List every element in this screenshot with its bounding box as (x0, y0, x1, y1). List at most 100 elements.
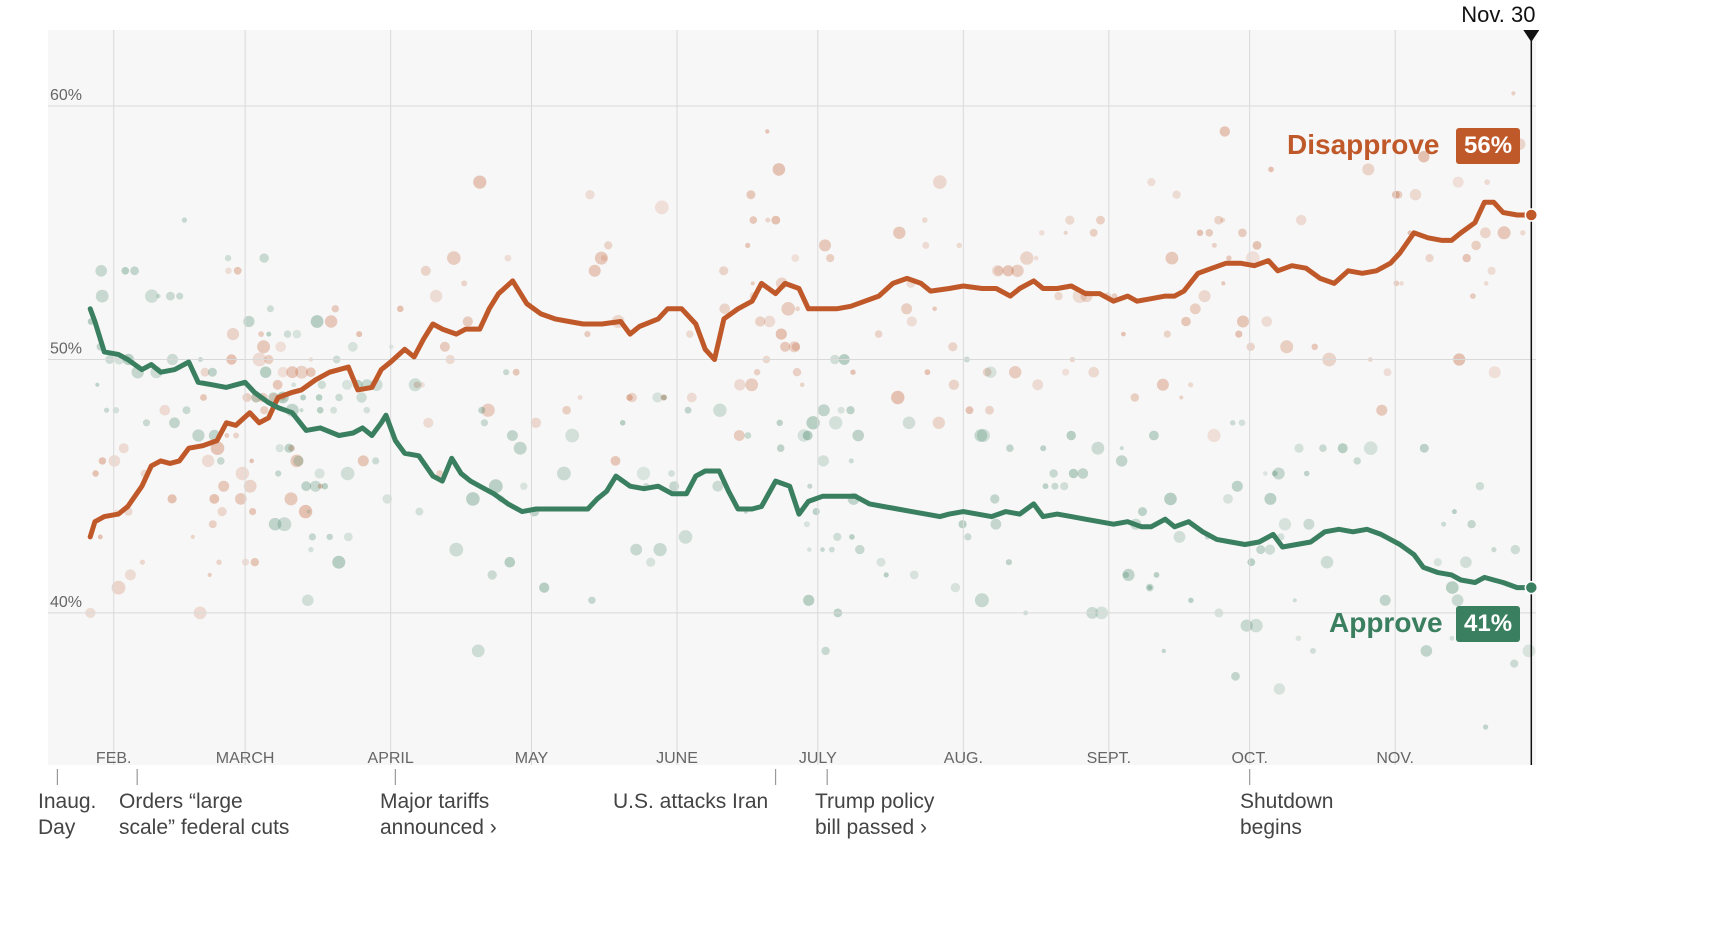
poll-dot (139, 559, 145, 565)
poll-dot (803, 521, 810, 528)
poll-dot (166, 291, 175, 301)
poll-dot (217, 457, 225, 465)
approve-line (87, 306, 1534, 591)
poll-dot (301, 481, 312, 492)
poll-dot (503, 369, 510, 376)
poll-dot (284, 443, 294, 453)
poll-dot (439, 341, 450, 352)
poll-dot (1462, 253, 1471, 263)
poll-dot (744, 432, 752, 439)
poll-dot (1111, 293, 1118, 299)
poll-dot (1353, 457, 1361, 465)
poll-dot (1147, 178, 1156, 187)
poll-dot (1165, 251, 1179, 265)
poll-dot (268, 517, 282, 531)
poll-dot (382, 494, 393, 504)
poll-dot (772, 163, 786, 176)
event-annotation: Trump policy bill passed › (815, 790, 935, 839)
poll-dot (308, 546, 314, 553)
poll-dot (488, 479, 503, 494)
month-label: JUNE (656, 750, 698, 767)
poll-dot (1237, 315, 1249, 328)
poll-dot (1252, 241, 1262, 250)
poll-dot (530, 417, 542, 428)
poll-dot (1487, 266, 1496, 275)
poll-dot (335, 393, 343, 402)
poll-dot (797, 429, 810, 442)
poll-dot (1062, 368, 1070, 376)
poll-dot (974, 429, 988, 442)
poll-dot (216, 559, 222, 565)
poll-dot (807, 547, 812, 552)
poll-dot (948, 379, 960, 390)
poll-dot (1145, 583, 1154, 592)
poll-dot (1091, 441, 1105, 455)
poll-dot (1522, 644, 1536, 658)
poll-dot (356, 331, 363, 338)
poll-dot (1042, 483, 1049, 490)
poll-dot (985, 405, 994, 415)
poll-dot (1363, 441, 1378, 456)
poll-dot (1230, 420, 1236, 426)
poll-dot (258, 331, 264, 337)
poll-dot (1006, 444, 1014, 453)
event-annotation: U.S. attacks Iran (613, 790, 769, 813)
poll-dot (461, 280, 468, 287)
poll-dot (275, 444, 284, 453)
poll-dot (1488, 366, 1501, 379)
poll-dot (324, 315, 338, 328)
disapprove-label: Disapprove (1287, 129, 1440, 160)
poll-dot (806, 416, 820, 430)
poll-dot (413, 381, 421, 389)
poll-dot (1451, 594, 1464, 607)
poll-dot (821, 646, 830, 656)
poll-dot (1491, 547, 1497, 553)
poll-dot (1294, 443, 1304, 453)
poll-dot (577, 395, 583, 400)
poll-dot (1451, 509, 1457, 515)
disapprove-end-dot (1524, 208, 1539, 222)
poll-dot (478, 406, 486, 414)
poll-dot (1005, 559, 1013, 566)
poll-dot (1147, 585, 1153, 590)
poll-dot (330, 406, 337, 414)
poll-dot (302, 594, 314, 607)
poll-dot (565, 428, 580, 443)
poll-dot (906, 316, 917, 327)
poll-dot (1337, 443, 1348, 454)
poll-dot (408, 378, 422, 392)
poll-dot (745, 242, 751, 248)
poll-dot (765, 129, 770, 134)
poll-dot (340, 466, 355, 481)
poll-dot (121, 267, 130, 275)
poll-dot (343, 532, 353, 542)
poll-dots (85, 91, 1536, 730)
poll-dot (286, 366, 299, 379)
poll-dot (242, 393, 252, 402)
poll-dot (636, 466, 651, 481)
poll-dot (660, 394, 667, 401)
poll-dot (473, 175, 487, 189)
poll-dot (1238, 228, 1247, 238)
poll-dot (447, 251, 461, 265)
poll-dot (749, 216, 758, 224)
poll-dot (257, 340, 271, 354)
event-annotation: Inaug. Day (38, 790, 97, 839)
poll-dot (310, 315, 324, 328)
poll-dot (630, 543, 643, 556)
poll-dot (1119, 446, 1124, 451)
poll-dot (1060, 482, 1069, 491)
poll-dot (266, 305, 274, 313)
poll-dot (1009, 366, 1022, 379)
poll-dot (1179, 395, 1184, 400)
poll-dot (562, 405, 571, 415)
gridlines (48, 30, 1540, 765)
poll-dot (974, 593, 989, 608)
y-tick-label: 40% (50, 594, 82, 611)
poll-dot (1520, 230, 1526, 236)
poll-dot (1391, 190, 1400, 199)
poll-dot (1181, 316, 1191, 327)
poll-dot (1320, 555, 1334, 569)
poll-dot (1409, 189, 1422, 201)
poll-dot (653, 543, 667, 557)
